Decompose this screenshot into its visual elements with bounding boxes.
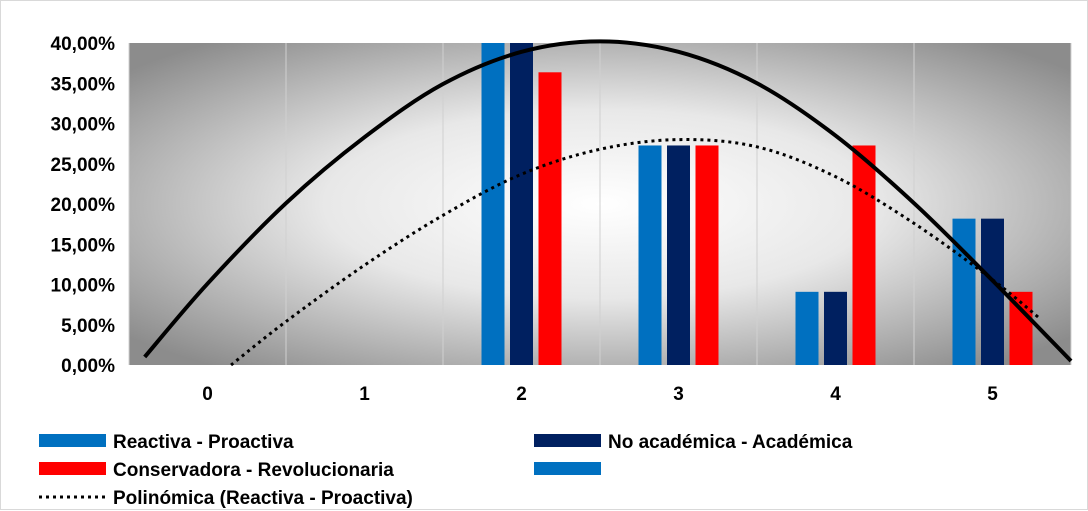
x-tick-label: 0 bbox=[202, 384, 213, 405]
y-tick-label: 30,00% bbox=[51, 115, 116, 136]
y-axis-ticks: 0,00% 5,00% 10,00% 15,00% 20,00% 25,00% 30,00%… bbox=[51, 34, 116, 377]
trendline-solid bbox=[143, 39, 1073, 363]
x-tick-label: 2 bbox=[516, 384, 527, 405]
bar bbox=[952, 218, 976, 365]
legend-label: Reactiva - Proactiva bbox=[113, 432, 294, 453]
bar bbox=[981, 218, 1004, 365]
legend-swatch bbox=[534, 434, 601, 447]
legend-swatch bbox=[534, 462, 601, 475]
y-tick-label: 20,00% bbox=[51, 195, 116, 216]
bar bbox=[1009, 291, 1033, 365]
y-tick-label: 10,00% bbox=[51, 276, 116, 297]
bar bbox=[538, 72, 562, 365]
x-tick-label: 3 bbox=[673, 384, 684, 405]
legend: Reactiva - Proactiva No académica - Acadé… bbox=[39, 432, 853, 509]
trendline-dotted bbox=[230, 138, 1041, 367]
y-tick-label: 5,00% bbox=[61, 316, 115, 337]
y-tick-label: 25,00% bbox=[51, 155, 116, 176]
bar bbox=[667, 145, 690, 365]
legend-label: Conservadora - Revolucionaria bbox=[113, 460, 394, 481]
bar bbox=[852, 145, 876, 365]
bar bbox=[695, 145, 719, 365]
bar bbox=[510, 43, 533, 365]
x-tick-label: 5 bbox=[987, 384, 998, 405]
bar bbox=[824, 291, 847, 365]
bar bbox=[481, 43, 505, 365]
bar bbox=[638, 145, 662, 365]
x-axis-ticks: 0 1 2 3 4 5 bbox=[202, 384, 998, 405]
y-tick-label: 0,00% bbox=[61, 356, 115, 377]
y-tick-label: 35,00% bbox=[51, 74, 116, 95]
legend-swatch bbox=[39, 434, 106, 447]
y-tick-label: 15,00% bbox=[51, 235, 116, 256]
legend-swatch bbox=[39, 462, 106, 475]
legend-label: Polinómica (Reactiva - Proactiva) bbox=[113, 488, 413, 509]
bar bbox=[795, 291, 819, 365]
legend-label: No académica - Académica bbox=[608, 432, 853, 453]
x-tick-label: 1 bbox=[359, 384, 370, 405]
bars bbox=[481, 43, 1033, 365]
x-tick-label: 4 bbox=[830, 384, 841, 405]
trendlines bbox=[143, 39, 1073, 367]
y-tick-label: 40,00% bbox=[51, 34, 116, 55]
